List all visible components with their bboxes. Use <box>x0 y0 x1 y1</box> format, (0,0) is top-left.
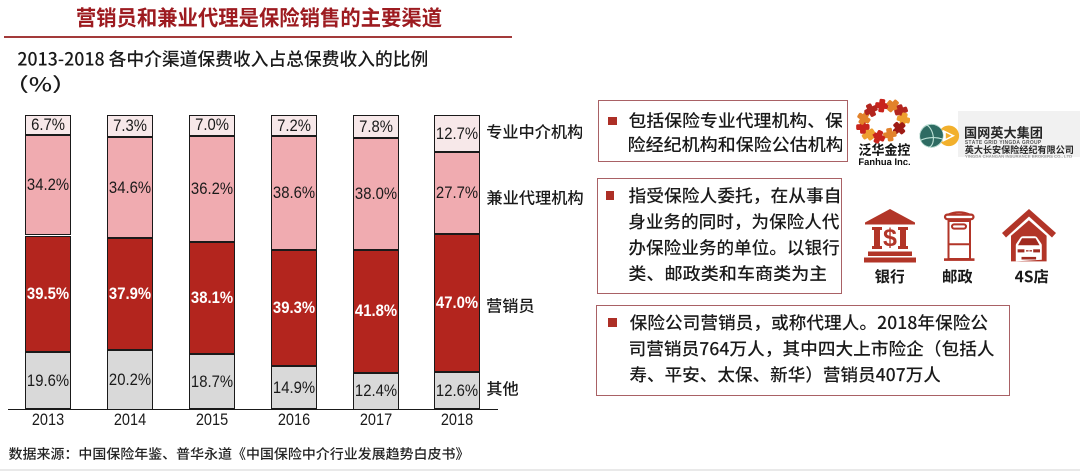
svg-text:$: $ <box>883 224 897 252</box>
